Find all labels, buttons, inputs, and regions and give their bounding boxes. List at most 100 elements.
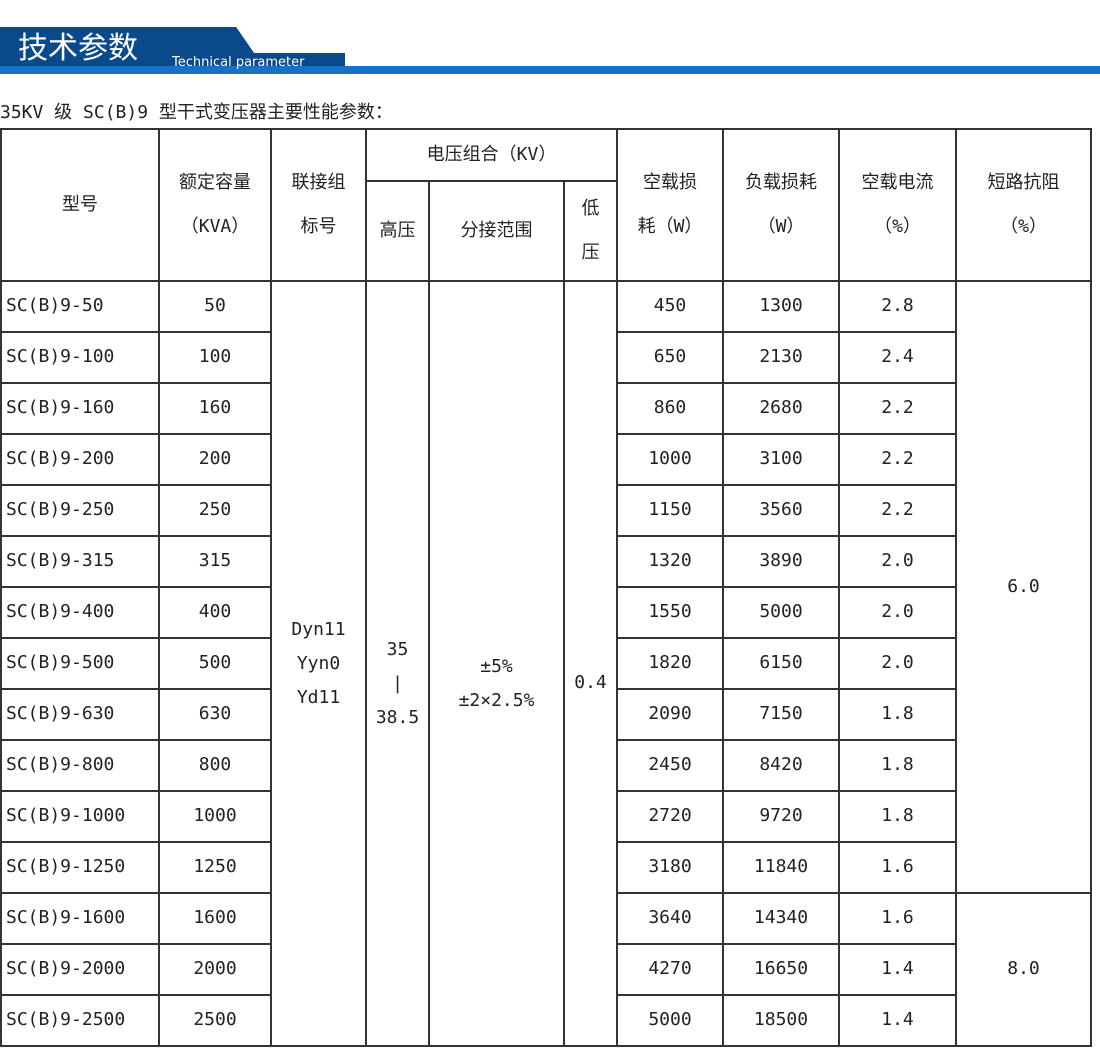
table-cell: 1600 [158,892,272,945]
table-cell: 860 [616,382,725,435]
text: （W） [757,216,805,237]
header-cell: 联接组 标号 [270,128,367,282]
header-cell: 型号 [0,128,160,282]
table-cell: 9720 [722,790,841,843]
section-subtitle: Technical parameter [171,55,305,70]
table-cell: 1.4 [838,994,958,1047]
table-cell: SC(B)9-2000 [0,943,160,996]
table-cell: 1.8 [838,688,958,741]
table-row: SC(B)9-2000 2000 4270 16650 1.4 [0,943,1091,996]
table-cell: 2.2 [838,382,958,435]
table-cell: 2.0 [838,586,958,639]
table-cell: 5000 [616,994,725,1047]
table-cell: 315 [158,535,272,588]
table-cell: 2.8 [838,280,958,333]
table-row: SC(B)9-500 500 1820 6150 2.0 [0,637,1091,690]
header-cell: 额定容量 （KVA） [158,128,272,282]
text: 空载电流 [861,172,934,193]
table-cell: 1.8 [838,790,958,843]
table-cell: 800 [158,739,272,792]
table-cell: 1.8 [838,739,958,792]
table-cell: SC(B)9-500 [0,637,160,690]
table-cell: 2.4 [838,331,958,384]
table-cell: 2130 [722,331,841,384]
text: 标号 [300,216,337,237]
table-row: SC(B)9-1000 1000 2720 9720 1.8 [0,790,1091,843]
table-cell: 11840 [722,841,841,894]
table-cell: 450 [616,280,725,333]
table-cell: 3100 [722,433,841,486]
table-cell: 100 [158,331,272,384]
header-cell: 低压 [562,180,619,282]
text: Dyn11 [291,618,346,640]
table-cell: 1820 [616,637,725,690]
table-cell: SC(B)9-1250 [0,841,160,894]
table-cell: 2.2 [838,484,958,537]
table-cell: 2500 [158,994,272,1047]
table-cell: SC(B)9-315 [0,535,160,588]
table-cell: 2720 [616,790,725,843]
text: （%） [1000,216,1047,237]
table-cell: 6.0 [955,280,1093,894]
table-cell: 160 [158,382,272,435]
table-cell: SC(B)9-1600 [0,892,160,945]
table-row: SC(B)9-100 100 650 2130 2.4 [0,331,1091,384]
spec-table: 型号 额定容量 （KVA） 联接组 标号 电压组合（KV） 空载损 耗（W） 负载损耗… [0,128,1093,1047]
table-cell: SC(B)9-100 [0,331,160,384]
table-cell: SC(B)9-50 [0,280,160,333]
table-cell: 35 | 38.5 [365,280,430,1047]
table-row: SC(B)9-630 630 2090 7150 1.8 [0,688,1091,741]
table-cell: SC(B)9-1000 [0,790,160,843]
table-cell: SC(B)9-630 [0,688,160,741]
table-cell: 1000 [158,790,272,843]
table-cell: 3560 [722,484,841,537]
table-cell: 1.6 [838,892,958,945]
table-row: SC(B)9-315 315 1320 3890 2.0 [0,535,1091,588]
text: ±2×2.5% [458,689,535,711]
text: 额定容量 [179,172,251,193]
banner: 技术参数 Technical parameter [0,27,1100,74]
table-cell: 2.0 [838,535,958,588]
table-cell: 1.6 [838,841,958,894]
text: 低 [581,198,600,219]
table-row: SC(B)9-400 400 1550 5000 2.0 [0,586,1091,639]
text: 耗（W） [637,216,703,237]
table-cell: 200 [158,433,272,486]
table-cell: 1.4 [838,943,958,996]
table-row: SC(B)9-2500 2500 5000 18500 1.4 [0,994,1091,1047]
text: | [392,672,403,694]
table-cell: SC(B)9-400 [0,586,160,639]
table-cell: 2680 [722,382,841,435]
header-cell: 负载损耗 （W） [722,128,841,282]
table-cell: 2.2 [838,433,958,486]
text: 35 [386,638,409,660]
table-cell: 1320 [616,535,725,588]
header-cell: 高压 [365,180,430,282]
table-row: SC(B)9-1600 1600 3640 14340 1.6 8.0 [0,892,1093,1047]
text: （%） [874,216,921,237]
table-cell: 3180 [616,841,725,894]
caption: 35KV 级 SC(B)9 型干式变压器主要性能参数： [0,102,393,123]
table-row: SC(B)9-250 250 1150 3560 2.2 [0,484,1091,537]
table-cell: 650 [616,331,725,384]
table-cell: Dyn11 Yyn0 Yd11 [270,280,367,1047]
table-cell: 1150 [616,484,725,537]
text: 38.5 [375,706,420,728]
table-row: SC(B)9-200 200 1000 3100 2.2 [0,433,1091,486]
table-cell: SC(B)9-200 [0,433,160,486]
text: 短路抗阻 [987,172,1060,193]
table-row: SC(B)9-50 50 Dyn11 Yyn0 Yd11 35 | 38.5 ±5% ±2×2.5… [0,280,1093,1047]
header-cell: 短路抗阻 （%） [955,128,1093,282]
table-cell: 250 [158,484,272,537]
table-cell: 3640 [616,892,725,945]
table-cell: 50 [158,280,272,333]
text: 联接组 [291,172,346,193]
text: ±5% [480,655,513,677]
table-cell: 2450 [616,739,725,792]
header-cell: 空载损 耗（W） [616,128,725,282]
table-cell: 8.0 [955,892,1093,1047]
text: （KVA） [180,216,250,237]
header-cell: 分接范围 [428,180,565,282]
table-row: SC(B)9-160 160 860 2680 2.2 [0,382,1091,435]
table-cell: 2000 [158,943,272,996]
